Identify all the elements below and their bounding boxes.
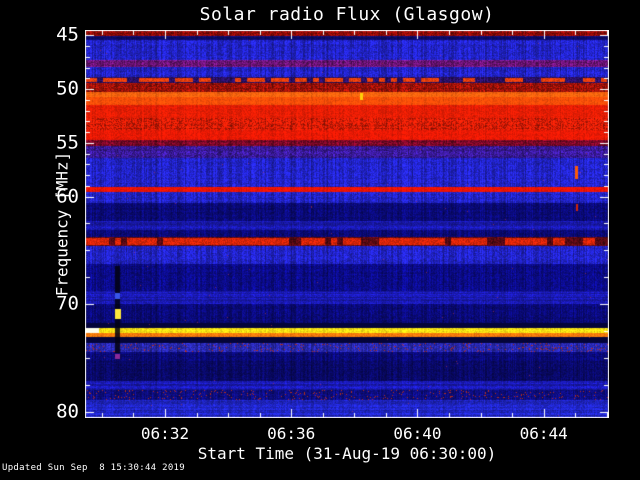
y-tick-label: 50 [56, 77, 79, 100]
chart-title: Solar radio Flux (Glasgow) [199, 4, 495, 25]
spectrogram-canvas [85, 30, 609, 418]
y-tick-label: 80 [56, 400, 79, 423]
y-tick-label: 45 [56, 23, 79, 46]
y-tick-label: 55 [56, 131, 79, 154]
x-tick-label: 06:40 [393, 424, 442, 443]
x-axis-label: Start Time (31-Aug-19 06:30:00) [197, 444, 497, 463]
x-tick-label: 06:44 [519, 424, 568, 443]
x-tick-label: 06:32 [140, 424, 190, 443]
y-axis-label: Frequency [MHz] [52, 151, 72, 297]
x-tick-label: 06:36 [267, 424, 316, 443]
updated-timestamp: Updated Sun Sep 8 15:30:44 2019 [2, 463, 185, 473]
